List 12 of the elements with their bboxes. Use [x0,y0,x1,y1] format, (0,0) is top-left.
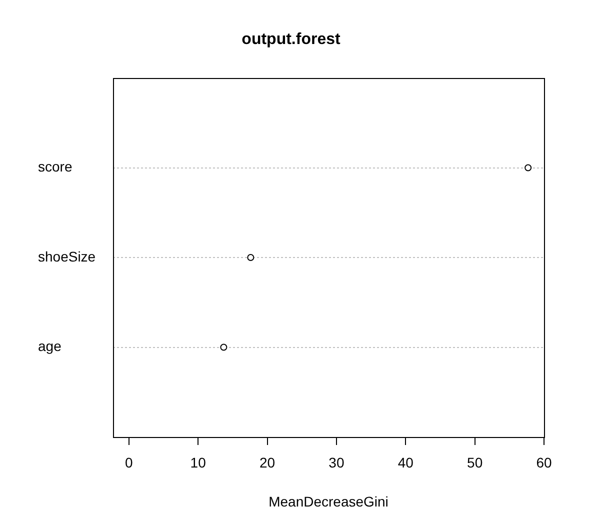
x-tick-label: 30 [328,454,344,470]
y-tick-label: age [38,338,62,354]
x-tick-label: 20 [259,454,276,470]
x-tick-label: 50 [467,454,483,470]
x-axis-title: MeanDecreaseGini [268,493,388,510]
x-tick-label: 0 [125,454,134,470]
x-tick-label: 40 [398,454,414,470]
y-tick-label: shoeSize [38,248,96,264]
chart-title: output.forest [242,31,341,48]
y-tick-label: score [38,158,72,175]
x-tick-label: 10 [190,454,206,470]
x-tick-label: 60 [536,454,552,470]
